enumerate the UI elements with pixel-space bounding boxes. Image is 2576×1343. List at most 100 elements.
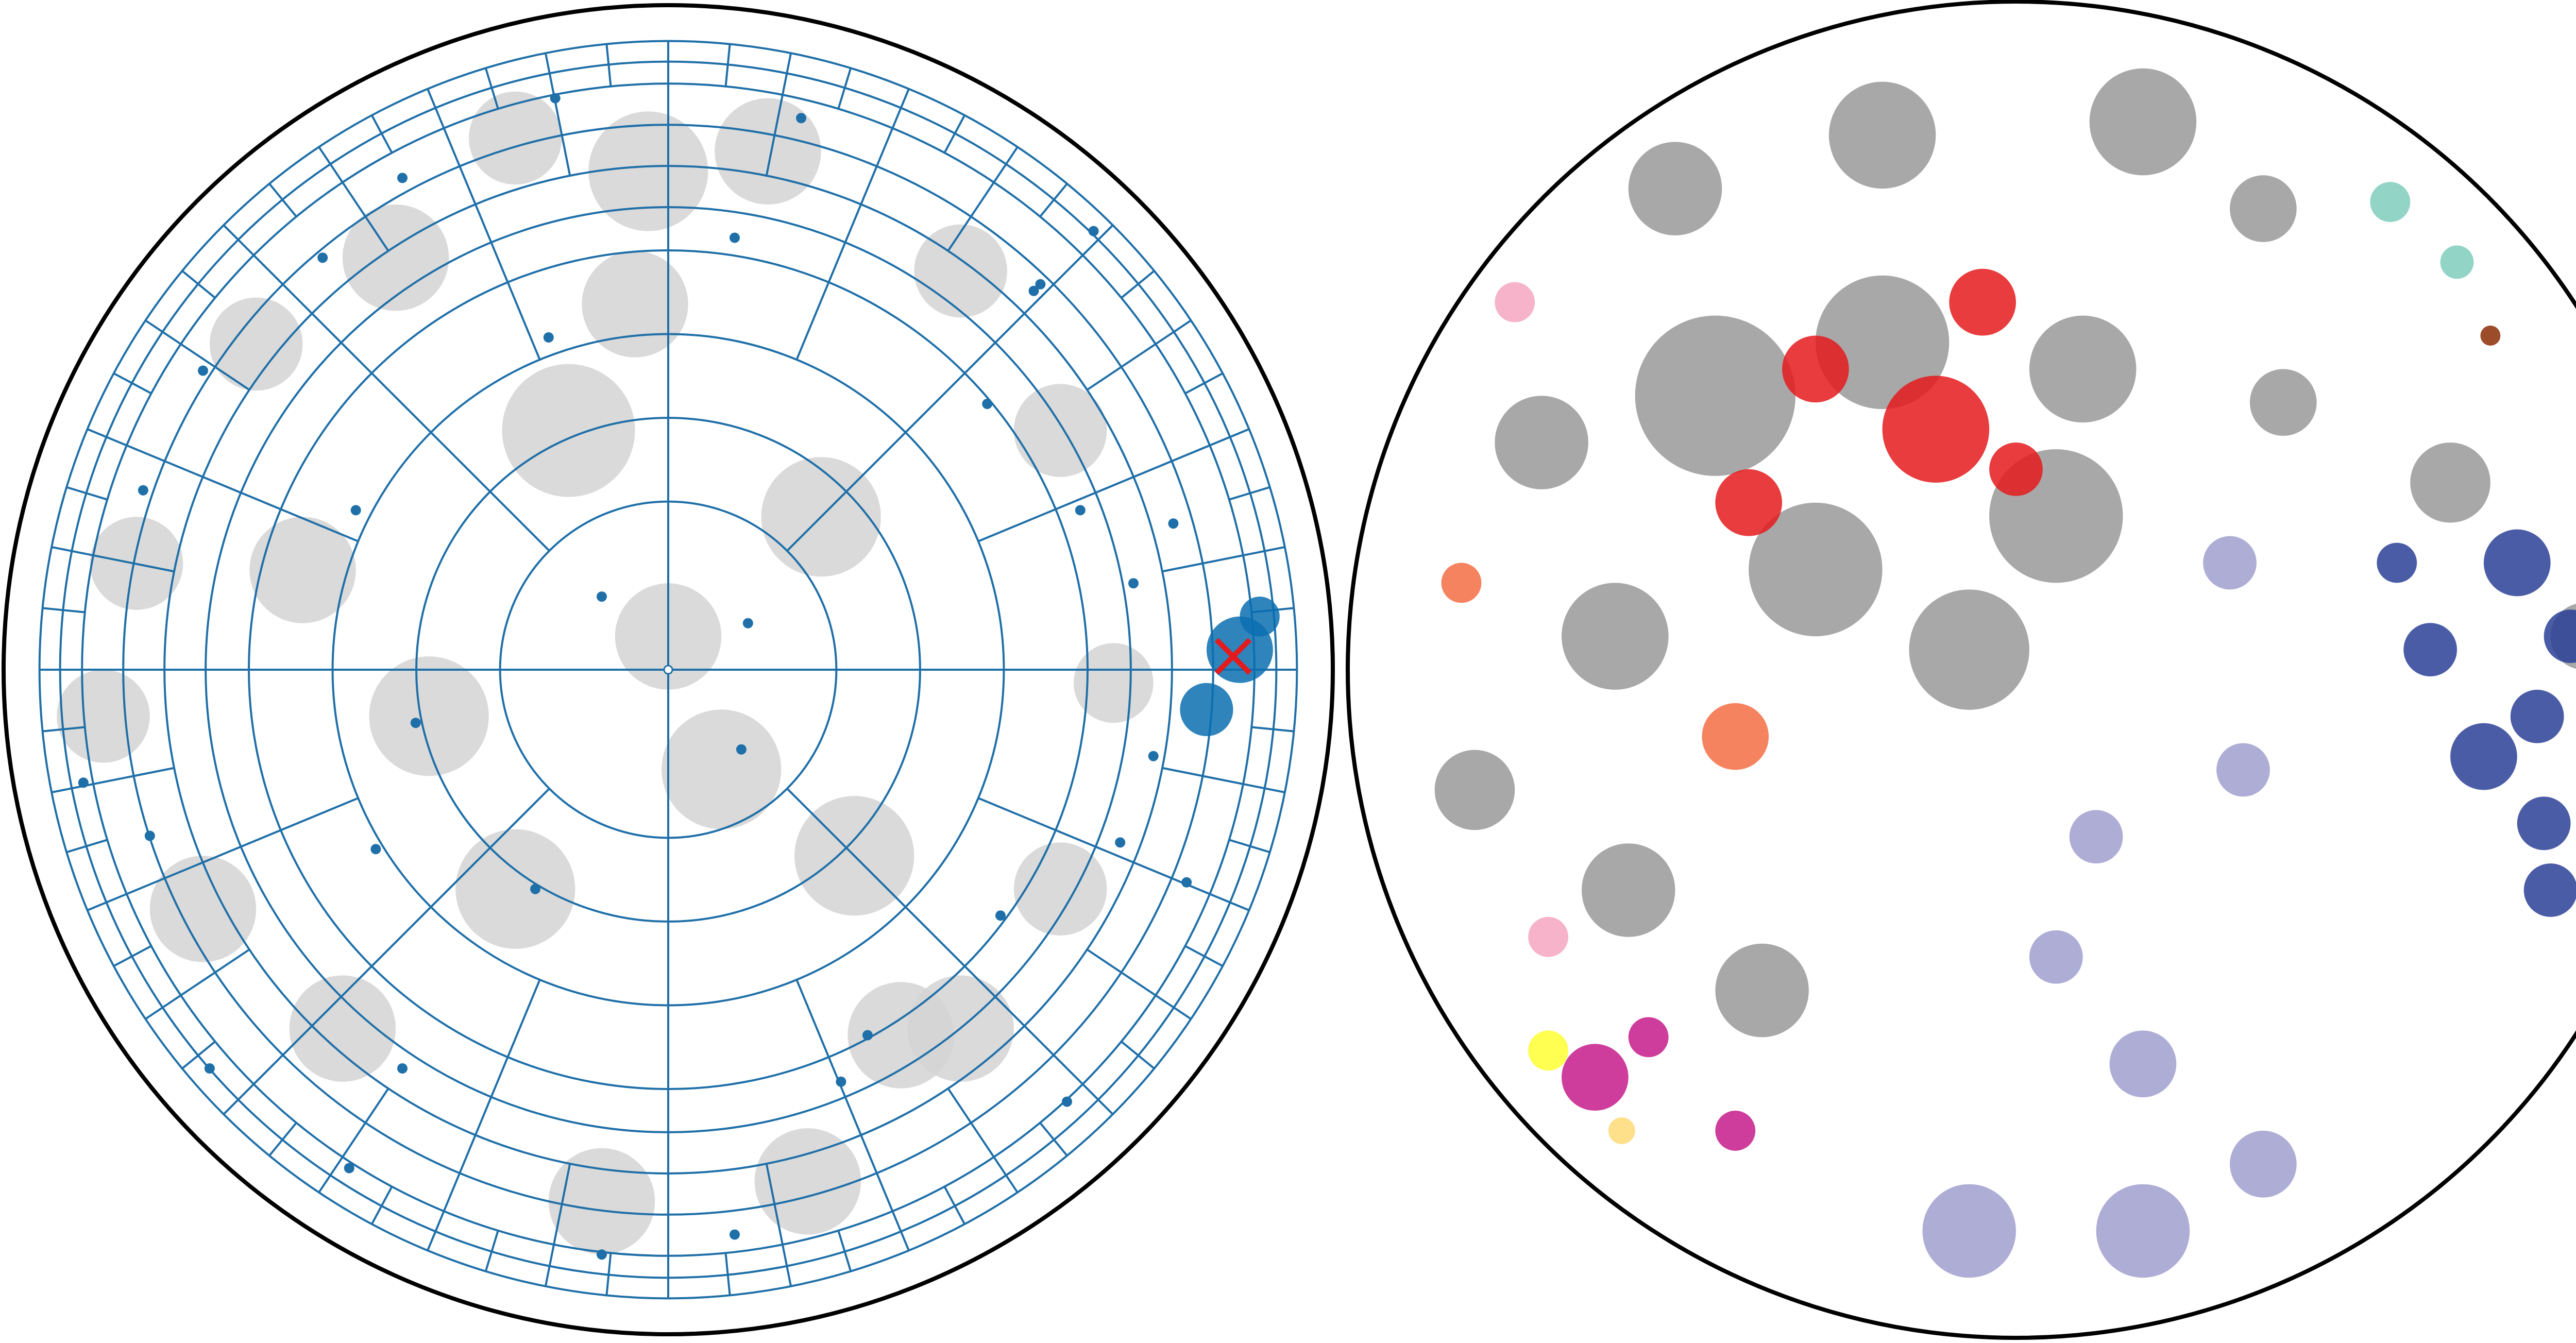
grid-spoke xyxy=(765,1163,792,1287)
point-cluster xyxy=(455,829,575,949)
point-cluster xyxy=(369,656,489,776)
point-cluster xyxy=(2249,369,2317,436)
grid-spoke xyxy=(795,979,910,1251)
point xyxy=(350,505,361,516)
grid-spoke xyxy=(724,44,731,87)
point xyxy=(1148,751,1159,761)
point-cluster xyxy=(149,856,257,962)
grid-spoke xyxy=(370,1186,393,1225)
grid-spoke xyxy=(66,839,108,854)
point-cluster xyxy=(1715,1111,1756,1151)
point-cluster xyxy=(502,364,635,497)
grid-spoke xyxy=(87,797,359,911)
point xyxy=(736,744,747,755)
chart-panel xyxy=(2,3,1335,1336)
point-cluster xyxy=(209,297,303,391)
grid-spoke xyxy=(427,88,541,360)
grid-spoke xyxy=(605,44,612,87)
disk-boundary xyxy=(2,3,1335,1336)
point xyxy=(1075,505,1086,516)
point-cluster xyxy=(1562,1044,1629,1111)
point-cluster xyxy=(1749,502,1883,637)
point-cluster xyxy=(1240,597,1280,637)
point-cluster xyxy=(2230,1130,2297,1198)
grid-spoke xyxy=(318,1087,389,1193)
point-cluster xyxy=(2403,623,2458,676)
point-cluster xyxy=(754,1128,861,1235)
point xyxy=(550,93,561,104)
point-cluster xyxy=(2440,245,2474,279)
grid-spoke xyxy=(1184,372,1224,395)
point xyxy=(995,910,1006,921)
point-cluster xyxy=(2517,796,2571,851)
grid-spoke xyxy=(544,53,571,176)
point-cluster xyxy=(469,91,562,185)
grid-spoke xyxy=(268,1122,297,1157)
grid-spoke xyxy=(795,88,910,360)
grid-spoke xyxy=(223,788,550,1115)
grid-spoke xyxy=(1229,839,1270,854)
point-marker xyxy=(1214,638,1252,675)
point xyxy=(597,1249,607,1260)
point-cluster xyxy=(1073,643,1154,723)
point-cluster xyxy=(1495,282,1535,322)
point xyxy=(138,485,148,496)
grid-spoke xyxy=(1162,767,1285,794)
point xyxy=(836,1076,846,1087)
point-cluster xyxy=(848,982,954,1089)
point xyxy=(730,232,740,243)
point xyxy=(730,1229,740,1240)
point-cluster xyxy=(1581,843,1675,937)
grid-spoke xyxy=(978,428,1250,542)
chart-panel xyxy=(1346,0,2576,1340)
point-cluster xyxy=(1922,1184,2016,1278)
grid-spoke xyxy=(1121,1041,1155,1069)
point xyxy=(982,399,993,409)
point-cluster xyxy=(1635,315,1795,476)
point-cluster xyxy=(1815,275,1950,410)
point-cluster xyxy=(1562,583,1669,690)
point xyxy=(796,113,806,124)
point xyxy=(204,1063,215,1074)
point-cluster xyxy=(2510,689,2564,743)
grid-spoke xyxy=(181,270,216,299)
point-cluster xyxy=(2029,315,2137,423)
point xyxy=(862,1030,873,1041)
point-cluster xyxy=(2377,542,2417,583)
point xyxy=(597,591,607,602)
point xyxy=(410,718,421,728)
grid-spoke xyxy=(181,1041,216,1069)
point-cluster xyxy=(289,975,396,1082)
grid-spoke xyxy=(1086,319,1192,391)
grid-spoke xyxy=(51,546,175,573)
grid-spoke xyxy=(1039,183,1068,217)
point-cluster xyxy=(2450,723,2517,790)
grid-spoke xyxy=(1251,726,1294,733)
grid-spoke xyxy=(427,979,541,1251)
point-cluster xyxy=(2480,326,2501,346)
grid-spoke xyxy=(1039,1122,1068,1157)
point-cluster xyxy=(2544,609,2576,664)
point-cluster xyxy=(1989,443,2043,496)
point-cluster xyxy=(2230,175,2297,242)
point-cluster xyxy=(1949,268,2016,336)
grid-spoke xyxy=(113,372,152,395)
point-cluster xyxy=(2203,536,2257,590)
grid-origin xyxy=(663,665,673,675)
grid-spoke xyxy=(605,1253,612,1296)
grid-spoke xyxy=(786,788,1114,1115)
point xyxy=(543,332,554,343)
grid-spoke xyxy=(113,945,152,967)
point-cluster xyxy=(1441,563,1482,603)
point xyxy=(397,1063,408,1074)
grid-spoke xyxy=(544,1163,571,1287)
point-cluster xyxy=(1909,589,2029,710)
grid-spoke xyxy=(42,607,85,614)
grid-spoke xyxy=(1184,945,1224,967)
point xyxy=(1168,518,1179,529)
grid-spoke xyxy=(1121,270,1155,299)
grid-spoke xyxy=(145,319,250,391)
point-cluster xyxy=(1628,1017,1669,1058)
point-cluster xyxy=(1628,142,1722,235)
